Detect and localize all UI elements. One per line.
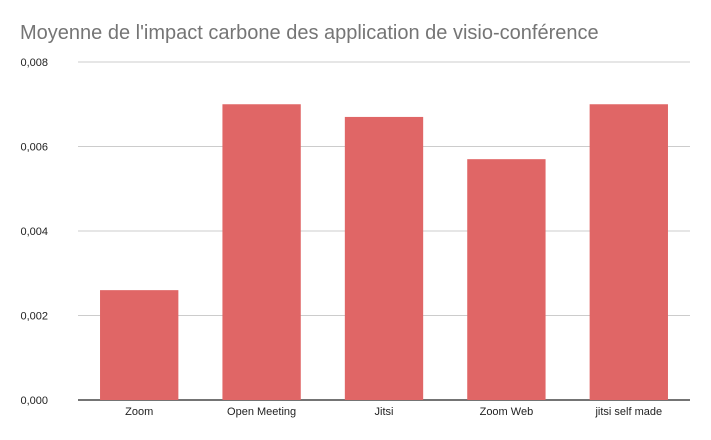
x-axis-ticks: Zoom Open Meeting Jitsi Zoom Web jitsi self … bbox=[125, 406, 662, 418]
bar bbox=[344, 116, 424, 401]
y-tick-label: 0,006 bbox=[20, 142, 48, 154]
y-tick-label: 0,004 bbox=[20, 226, 48, 238]
bar bbox=[100, 290, 179, 400]
bar bbox=[589, 104, 668, 400]
chart-title: Moyenne de l'impact carbone des applicat… bbox=[20, 22, 599, 44]
bar bbox=[222, 104, 301, 400]
x-tick-label: Open Meeting bbox=[227, 406, 296, 418]
x-tick-label: Zoom Web bbox=[480, 406, 534, 418]
y-axis-ticks: 0,000 0,002 0,004 0,006 0,008 bbox=[20, 57, 48, 407]
bars bbox=[100, 104, 668, 401]
x-tick-label: Zoom bbox=[125, 406, 153, 418]
x-tick-label: Jitsi bbox=[375, 406, 394, 418]
y-tick-label: 0,002 bbox=[20, 311, 48, 323]
x-tick-label: jitsi self made bbox=[594, 406, 662, 418]
y-tick-label: 0,008 bbox=[20, 57, 48, 69]
y-tick-label: 0,000 bbox=[20, 395, 48, 407]
bar bbox=[467, 159, 546, 400]
